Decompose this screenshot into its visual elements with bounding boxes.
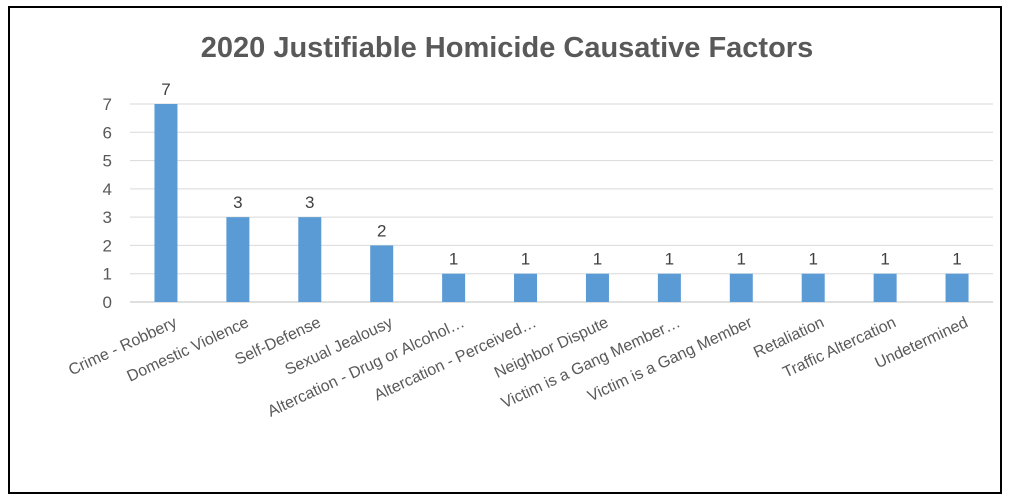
x-tick-label: Domestic Violence (125, 314, 252, 385)
chart-title: 2020 Justifiable Homicide Causative Fact… (200, 32, 814, 64)
data-label: 1 (880, 250, 889, 269)
y-tick-label: 0 (103, 293, 112, 312)
data-label: 1 (665, 250, 674, 269)
data-label: 1 (593, 250, 602, 269)
bar (657, 273, 681, 302)
bars (154, 104, 969, 302)
data-labels: 7 3 3 2 1 1 1 1 1 1 1 1 (161, 80, 962, 269)
bar (226, 217, 250, 302)
y-tick-label: 6 (103, 123, 112, 142)
data-label: 3 (233, 193, 242, 212)
y-axis-ticks: 0 1 2 3 4 5 6 7 (103, 95, 112, 312)
bar (945, 273, 969, 302)
data-label: 1 (449, 250, 458, 269)
bar (585, 273, 609, 302)
bar (801, 273, 825, 302)
y-tick-label: 1 (103, 265, 112, 284)
data-label: 1 (737, 250, 746, 269)
data-label: 2 (377, 221, 386, 240)
y-tick-label: 3 (103, 208, 112, 227)
y-tick-label: 5 (103, 152, 112, 171)
bar (873, 273, 897, 302)
data-label: 1 (521, 250, 530, 269)
bar (370, 245, 394, 302)
y-tick-label: 7 (103, 95, 112, 114)
bar (514, 273, 538, 302)
gridlines (130, 103, 993, 303)
bar (729, 273, 753, 302)
y-tick-label: 4 (103, 180, 112, 199)
data-label: 3 (305, 193, 314, 212)
bar (442, 273, 466, 302)
y-tick-label: 2 (103, 236, 112, 255)
data-label: 7 (161, 80, 170, 99)
data-label: 1 (952, 250, 961, 269)
bar (298, 217, 322, 302)
data-label: 1 (808, 250, 817, 269)
bar (154, 104, 178, 302)
